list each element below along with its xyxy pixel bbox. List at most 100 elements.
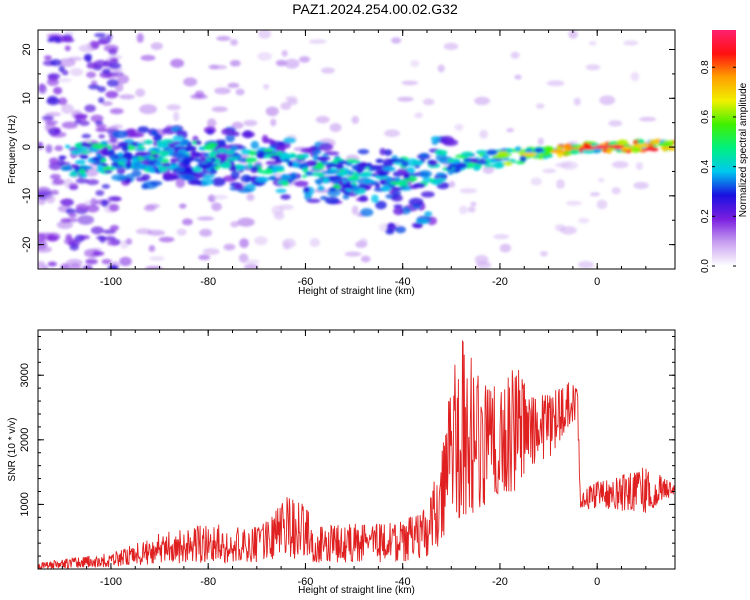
spectrogram-cell [306, 198, 321, 204]
spectrogram-cell [393, 207, 404, 216]
spectrogram-cell [298, 56, 311, 63]
spectrogram-cell [249, 166, 260, 171]
spectrogram-cell [315, 115, 330, 124]
spectrogram-cell [208, 64, 219, 70]
spectrogram-cell [608, 120, 623, 127]
spectrogram-cell [172, 135, 184, 142]
spectrogram-cell [482, 165, 495, 174]
spectrogram-cell [506, 148, 513, 153]
spectrogram-cell [202, 248, 220, 255]
top-x-tick-label: -100 [100, 276, 122, 288]
spectrogram-cell [434, 149, 448, 155]
spectrogram-cell [510, 51, 520, 59]
spectrogram-cell [200, 177, 214, 186]
spectrogram-cell [554, 162, 572, 168]
spectrogram-cell [280, 194, 291, 200]
spectrogram-cell [579, 146, 596, 150]
spectrogram-cell [94, 33, 107, 38]
spectrogram-cell [597, 177, 605, 183]
top-x-axis-label: Height of straight line (km) [298, 286, 415, 297]
spectrogram-cell [69, 243, 79, 251]
spectrogram-cell [607, 141, 618, 146]
spectrogram-cell [318, 143, 334, 152]
spectrogram-cell [237, 217, 255, 227]
colorbar-tick-label: 0.8 [700, 60, 711, 74]
snr-series-line [38, 339, 675, 569]
spectrogram-cell [109, 224, 120, 231]
spectrogram-cell [141, 173, 151, 181]
spectrogram-cell [478, 152, 485, 157]
spectrogram-cell [484, 164, 495, 168]
spectrogram-cell [389, 181, 403, 186]
spectrogram-cell [269, 155, 282, 160]
spectrogram-cell [235, 163, 243, 169]
spectrogram-cell [69, 263, 82, 269]
spectrogram-cell [573, 97, 581, 106]
spectrogram-cell [281, 50, 288, 57]
spectrogram-cell [467, 206, 476, 213]
spectrogram-cell [96, 164, 104, 171]
spectrogram-cell [43, 55, 52, 61]
spectrogram-cell [363, 179, 375, 184]
spectrogram-cell [269, 139, 276, 145]
spectrogram-cell [375, 200, 387, 210]
spectrogram-cell [187, 179, 203, 186]
top-x-tick-label: 0 [594, 276, 600, 288]
spectrogram-cell [539, 251, 548, 257]
spectrogram-cell [89, 40, 98, 48]
spectrogram-cell [95, 190, 105, 196]
spectrogram-cell [568, 30, 578, 39]
spectrogram-cell [131, 169, 142, 178]
spectrogram-cell [514, 74, 522, 80]
spectrogram-cell [106, 240, 121, 246]
spectrogram-cell [324, 151, 340, 156]
spectrogram-cell [101, 258, 112, 265]
spectrogram-cell [46, 234, 59, 242]
spectrogram-cell [84, 104, 96, 113]
spectrogram-cell [637, 140, 646, 145]
spectrogram-cell [359, 194, 368, 202]
spectrogram-cell [95, 40, 109, 45]
spectrogram-cell [86, 71, 97, 79]
spectrogram-cell [226, 156, 239, 162]
spectrogram-cell [546, 80, 565, 87]
spectrogram-cell [78, 235, 90, 240]
spectrogram-cell [344, 251, 362, 257]
spectrogram-cell [225, 134, 235, 143]
spectrogram-cell [111, 124, 124, 130]
spectrogram-cell [47, 37, 55, 43]
spectrogram-cell [106, 34, 113, 40]
spectrogram-cell [152, 154, 158, 158]
spectrogram-cell [118, 94, 135, 100]
bottom-x-tick-label: -60 [297, 576, 313, 588]
bottom-x-tick-label: -100 [100, 576, 122, 588]
spectrogram-cell [470, 201, 477, 207]
spectrogram-cell [134, 147, 147, 152]
spectrogram-cell [82, 265, 93, 269]
spectrogram-cell [60, 218, 71, 223]
spectrogram-cell [108, 149, 115, 154]
top-x-tick-label: -40 [395, 276, 411, 288]
spectrogram-cell [156, 157, 164, 161]
spectrogram-cell [611, 187, 621, 195]
spectrogram-cell [493, 234, 510, 240]
spectrogram-cell [75, 159, 86, 165]
spectrogram-cell [86, 179, 99, 186]
spectrogram-cell [85, 258, 98, 265]
spectrogram-cell [320, 156, 331, 161]
spectrogram-cell [176, 228, 187, 236]
spectrogram-cell [149, 256, 165, 261]
spectrogram-cell [228, 165, 238, 172]
spectrogram-cell [191, 166, 202, 172]
spectrogram-cell [117, 74, 130, 84]
spectrogram-cell [193, 157, 201, 162]
spectrogram-cell [101, 199, 109, 208]
spectrogram-cell [282, 238, 296, 249]
spectrogram-cell [125, 163, 132, 169]
spectrogram-cell [530, 177, 542, 186]
spectrogram-cell [104, 236, 116, 242]
spectrogram-cell [215, 153, 221, 158]
spectrogram-cell [149, 180, 163, 186]
spectrogram-cell [136, 142, 145, 147]
spectrogram-cell [231, 121, 244, 130]
